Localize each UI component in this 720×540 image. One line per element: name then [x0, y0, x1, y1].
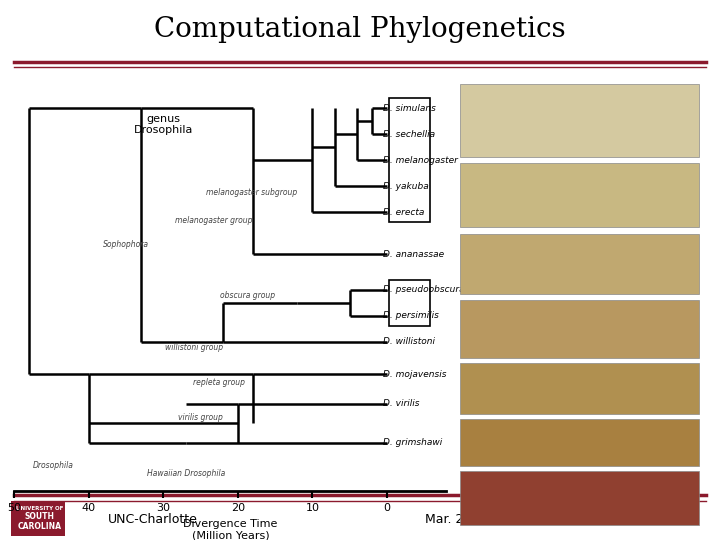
Text: Computational Phylogenetics: Computational Phylogenetics — [154, 16, 566, 43]
FancyBboxPatch shape — [459, 163, 700, 227]
Text: melanogaster group: melanogaster group — [175, 216, 253, 225]
Text: D. mojavensis: D. mojavensis — [383, 370, 446, 379]
FancyBboxPatch shape — [459, 300, 700, 359]
Text: D. melanogaster: D. melanogaster — [383, 156, 458, 165]
FancyBboxPatch shape — [459, 362, 700, 415]
Text: repleta group: repleta group — [193, 379, 246, 388]
Text: UNIVERSITY OF: UNIVERSITY OF — [16, 506, 63, 511]
Text: UNC-Charlotte: UNC-Charlotte — [108, 513, 198, 526]
Text: melanogaster subgroup: melanogaster subgroup — [206, 188, 297, 198]
Text: D. pseudoobscura: D. pseudoobscura — [383, 286, 464, 294]
Text: Drosophila: Drosophila — [33, 461, 74, 470]
Text: virilis group: virilis group — [178, 413, 223, 422]
Text: genus
Drosophila: genus Drosophila — [134, 113, 193, 135]
FancyBboxPatch shape — [459, 234, 700, 294]
Bar — [389, 98, 430, 222]
Text: Hawaiian Drosophila: Hawaiian Drosophila — [147, 469, 225, 478]
Text: D. erecta: D. erecta — [383, 207, 425, 217]
Text: D. ananassae: D. ananassae — [383, 250, 444, 259]
FancyBboxPatch shape — [459, 470, 700, 525]
Text: Mar. 28, 2008: Mar. 28, 2008 — [425, 513, 511, 526]
Text: D. virilis: D. virilis — [383, 399, 420, 408]
Text: D. simulans: D. simulans — [383, 104, 436, 112]
Bar — [389, 280, 430, 326]
Text: willistoni group: willistoni group — [165, 343, 223, 352]
Text: Sophophora: Sophophora — [102, 240, 148, 249]
Text: D. willistoni: D. willistoni — [383, 338, 435, 347]
FancyBboxPatch shape — [459, 84, 700, 157]
Text: 6: 6 — [680, 513, 688, 526]
X-axis label: Divergence Time
(Million Years): Divergence Time (Million Years) — [183, 519, 278, 540]
Text: D. grimshawi: D. grimshawi — [383, 438, 442, 447]
Text: D. yakuba: D. yakuba — [383, 181, 429, 191]
Text: D. sechellia: D. sechellia — [383, 130, 435, 139]
Bar — [11, 501, 65, 536]
Text: obscura group: obscura group — [220, 291, 275, 300]
FancyBboxPatch shape — [459, 418, 700, 467]
Text: SOUTH
CAROLINA: SOUTH CAROLINA — [17, 512, 62, 531]
Text: D. persimilis: D. persimilis — [383, 312, 439, 320]
